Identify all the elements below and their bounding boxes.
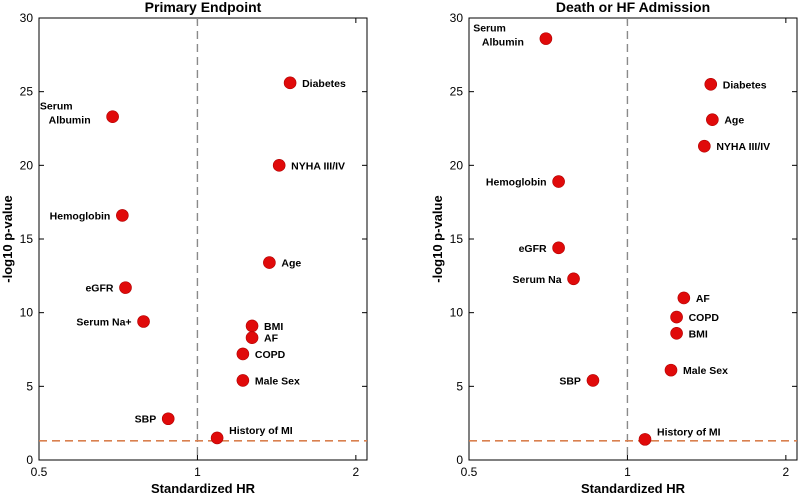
data-point	[670, 310, 683, 324]
data-label: Diabetes	[723, 79, 767, 91]
data-label: BMI	[689, 328, 708, 340]
data-label: AF	[696, 293, 711, 305]
data-label: BMI	[264, 321, 283, 333]
x-axis-label: Standardized HR	[151, 481, 256, 496]
data-point	[245, 319, 259, 333]
data-point	[704, 78, 718, 91]
data-label: Serum Na+	[76, 317, 131, 329]
x-tick-label: 2	[783, 465, 790, 479]
x-tick-label: 0.5	[461, 465, 478, 479]
y-tick-label: 30	[20, 11, 34, 25]
data-label: NYHA III/IV	[716, 141, 770, 153]
data-label: Age	[281, 258, 301, 270]
data-label: Serum Albumin	[40, 101, 91, 127]
y-tick-label: 5	[26, 379, 33, 393]
data-point	[106, 110, 119, 124]
y-tick-label: 20	[450, 158, 464, 172]
data-label: History of MI	[657, 426, 721, 438]
data-label: NYHA III/IV	[291, 160, 345, 172]
data-label: COPD	[255, 349, 286, 361]
data-label: Male Sex	[683, 365, 728, 377]
data-label-line: Serum	[473, 23, 506, 35]
data-point	[116, 209, 129, 222]
data-label: eGFR	[519, 243, 547, 255]
data-point	[263, 256, 276, 269]
data-point	[670, 326, 683, 340]
y-axis-label: -log10 p-value	[0, 195, 15, 282]
data-point	[677, 291, 691, 305]
data-label: AF	[264, 333, 279, 345]
data-point	[539, 32, 553, 45]
data-point	[210, 431, 224, 445]
data-label-line: Albumin	[49, 115, 91, 127]
data-point	[552, 175, 565, 188]
data-point	[706, 113, 719, 126]
data-label: Serum Albumin	[473, 23, 524, 49]
data-point	[567, 272, 580, 286]
data-label-line: Albumin	[482, 37, 524, 49]
y-tick-label: 5	[456, 379, 463, 393]
data-label-line: Serum	[40, 101, 73, 113]
y-tick-label: 25	[450, 85, 464, 99]
data-point	[664, 363, 678, 377]
data-point	[698, 139, 711, 153]
data-label: History of MI	[229, 425, 293, 437]
data-label: Male Sex	[255, 375, 300, 387]
data-point	[245, 331, 259, 345]
x-tick-label: 1	[194, 465, 201, 479]
x-tick-label: 2	[353, 465, 360, 479]
data-label: SBP	[135, 414, 157, 426]
y-tick-label: 10	[450, 306, 464, 320]
y-tick-label: 0	[26, 453, 33, 467]
data-label: Diabetes	[302, 78, 346, 90]
data-label: SBP	[559, 375, 581, 387]
x-axis-label: Standardized HR	[581, 481, 686, 496]
y-tick-label: 15	[20, 232, 34, 246]
data-label: Serum Na	[513, 274, 562, 286]
data-point	[236, 374, 250, 387]
x-tick-label: 0.5	[31, 465, 48, 479]
y-tick-label: 25	[20, 85, 34, 99]
data-label: COPD	[689, 312, 720, 324]
y-tick-label: 20	[20, 158, 34, 172]
data-point	[161, 412, 175, 426]
data-point	[552, 241, 565, 255]
data-label: Hemoglobin	[486, 177, 547, 189]
y-tick-label: 15	[450, 232, 464, 246]
chart-title: Primary Endpoint	[145, 0, 262, 15]
data-point	[638, 433, 652, 446]
y-tick-label: 30	[450, 11, 464, 25]
data-label: Age	[724, 115, 744, 127]
y-axis-label: -log10 p-value	[430, 195, 445, 282]
data-point	[283, 76, 297, 90]
x-tick-label: 1	[624, 465, 631, 479]
panel-1: Primary Endpoint 0 5 10 15 20 25 30 0.5 1 2 Standar…	[0, 0, 368, 496]
data-point	[137, 315, 150, 328]
data-label: eGFR	[85, 283, 113, 295]
data-point	[236, 347, 250, 361]
data-point	[119, 281, 132, 294]
y-tick-label: 10	[20, 306, 34, 320]
y-tick-label: 0	[456, 453, 463, 467]
chart-title: Death or HF Admission	[556, 0, 710, 15]
data-point	[586, 374, 600, 387]
panel-2: Death or HF Admission 0 5 10 15 20 25 30 0.5 1 2 St…	[430, 0, 798, 496]
data-point	[272, 159, 286, 172]
data-label: Hemoglobin	[50, 210, 111, 222]
